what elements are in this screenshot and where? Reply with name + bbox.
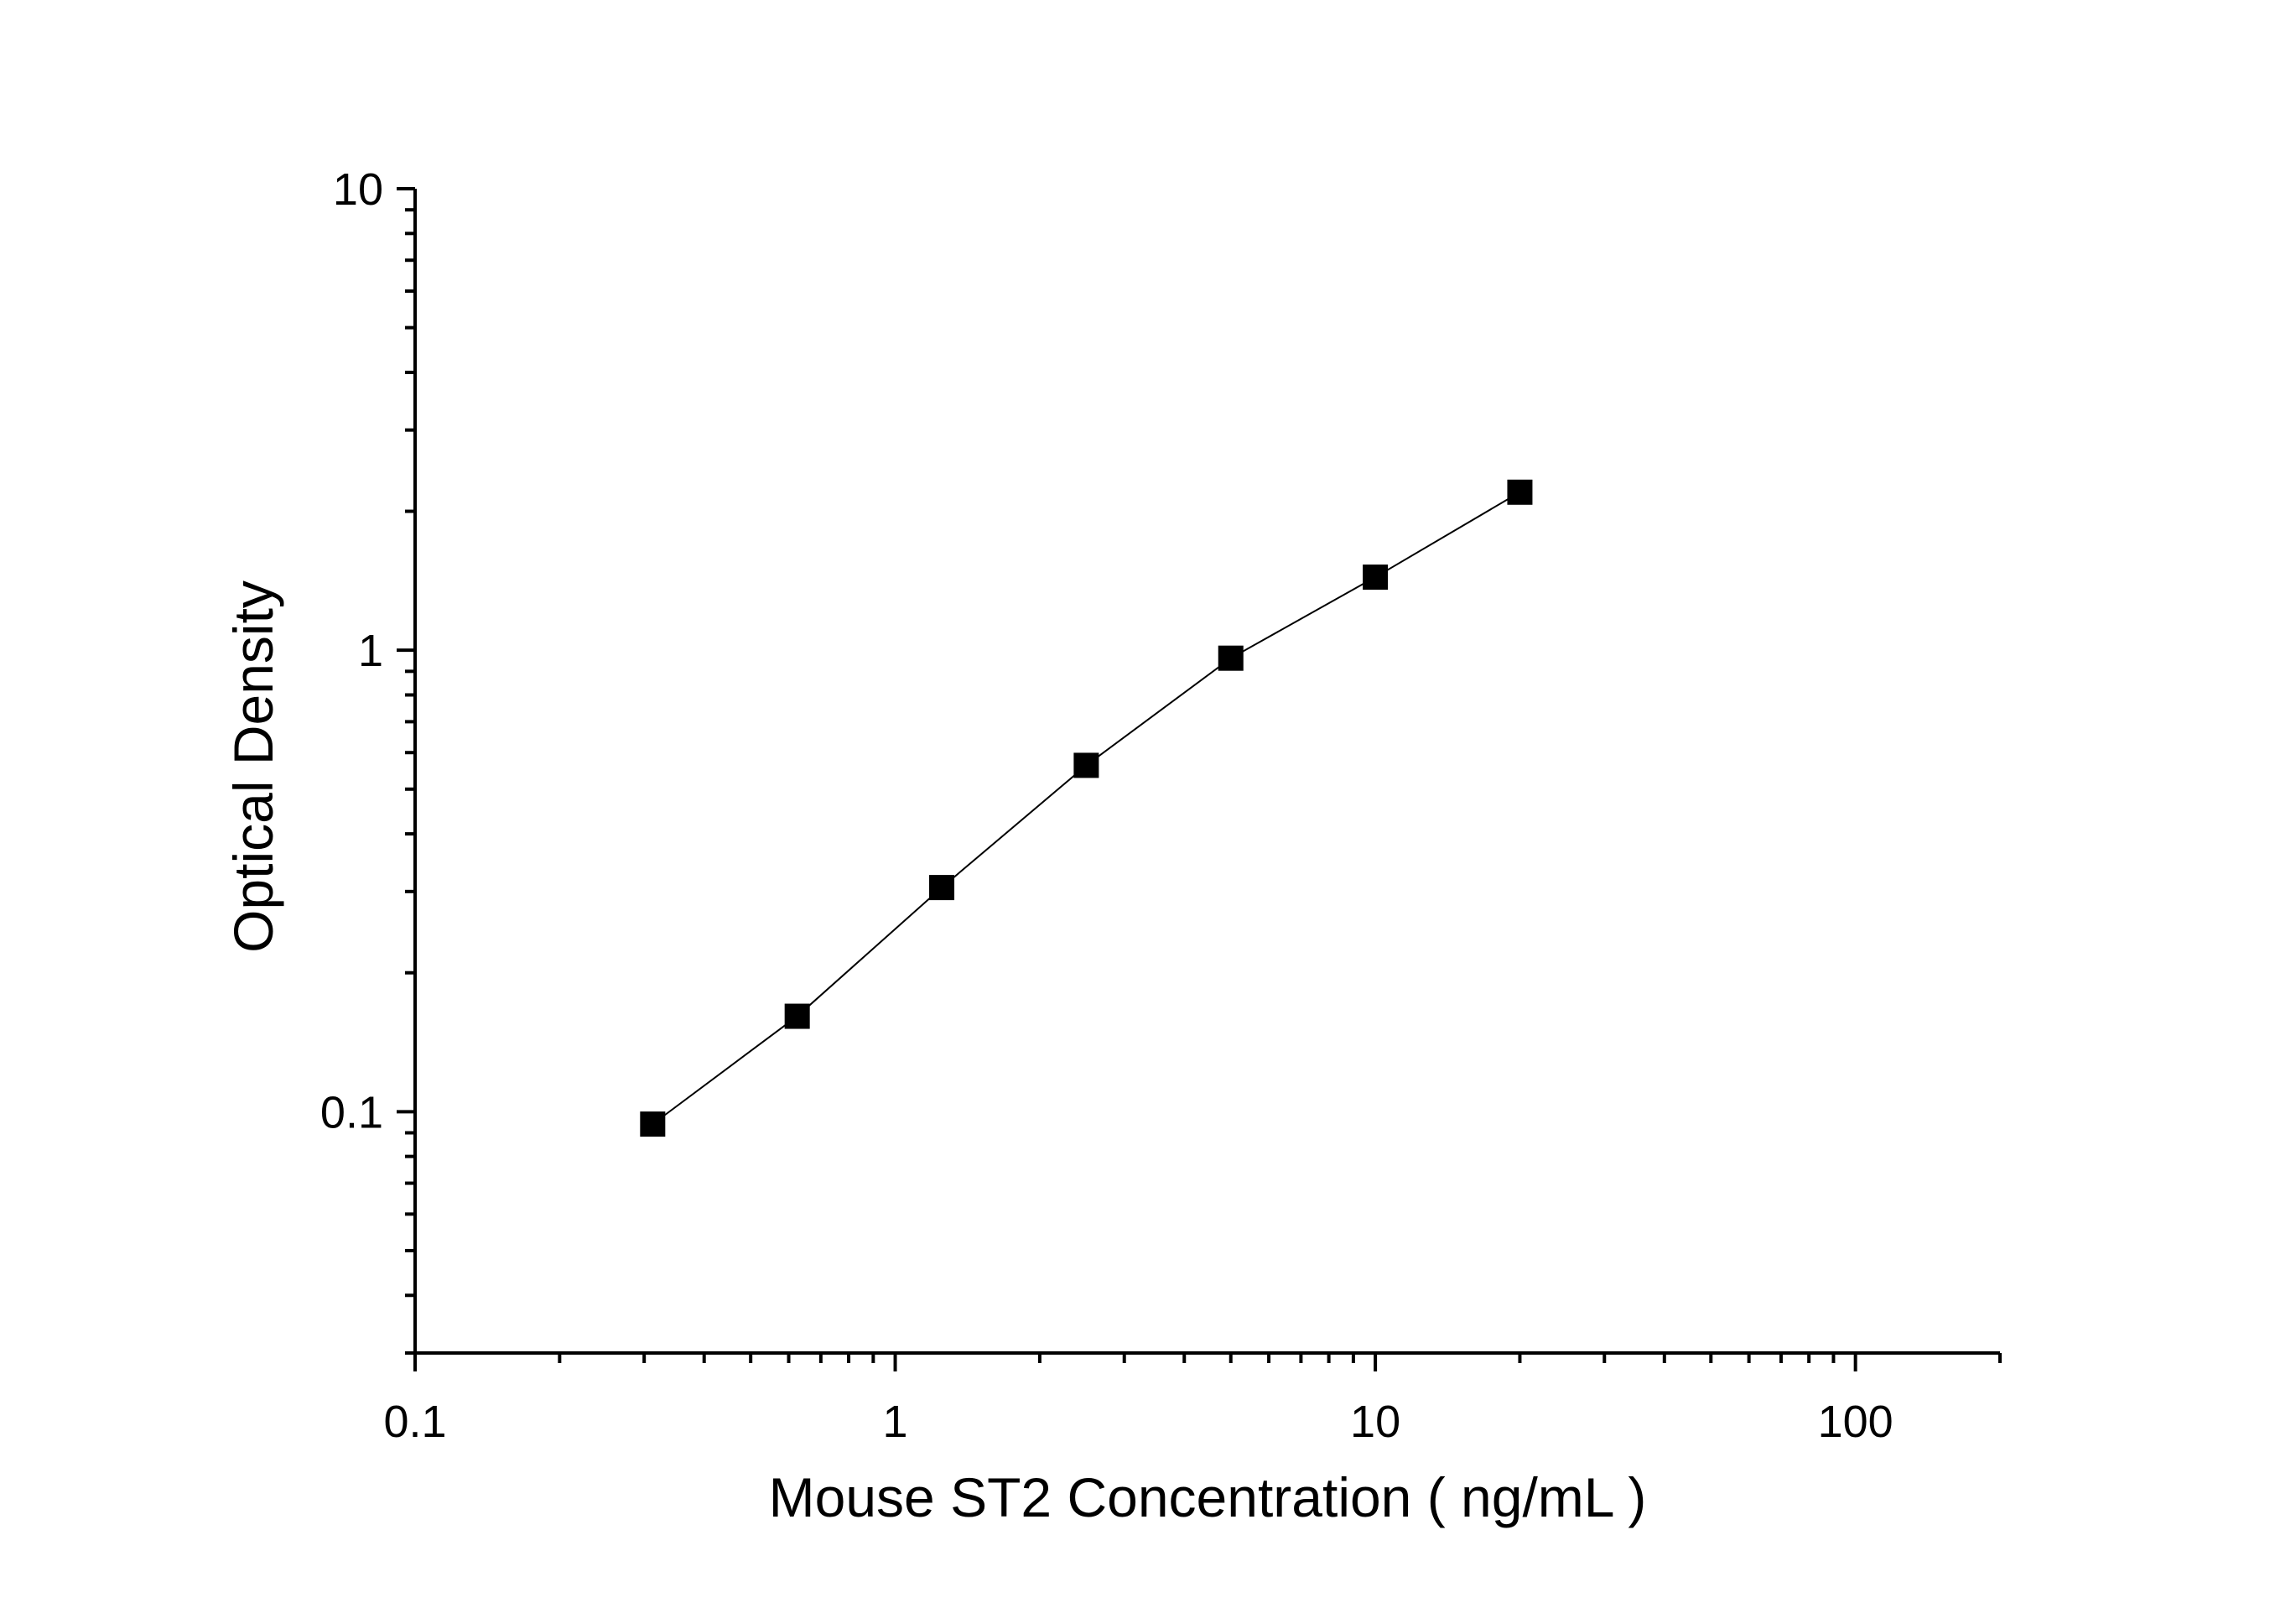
data-point	[1507, 479, 1533, 505]
y-axis-title: Optical Density	[222, 580, 284, 953]
series-line	[652, 491, 1520, 1125]
y-tick-label: 1	[358, 626, 383, 676]
x-tick-label: 0.1	[383, 1397, 446, 1447]
data-point	[1363, 565, 1389, 591]
data-point	[929, 875, 955, 901]
y-tick-label: 10	[333, 164, 383, 215]
x-axis-title: Mouse ST2 Concentration ( ng/mL )	[769, 1466, 1647, 1528]
data-point	[1218, 645, 1244, 671]
x-tick-label: 1	[883, 1397, 908, 1447]
x-tick-label: 100	[1818, 1397, 1893, 1447]
data-point	[1073, 752, 1099, 778]
x-tick-label: 10	[1350, 1397, 1400, 1447]
data-point	[640, 1111, 666, 1137]
axes: 0.1 1 10 100 0.1 1 10	[320, 164, 2002, 1447]
data-point	[784, 1003, 810, 1029]
plot-area	[640, 479, 1533, 1137]
y-tick-label: 0.1	[320, 1087, 383, 1137]
